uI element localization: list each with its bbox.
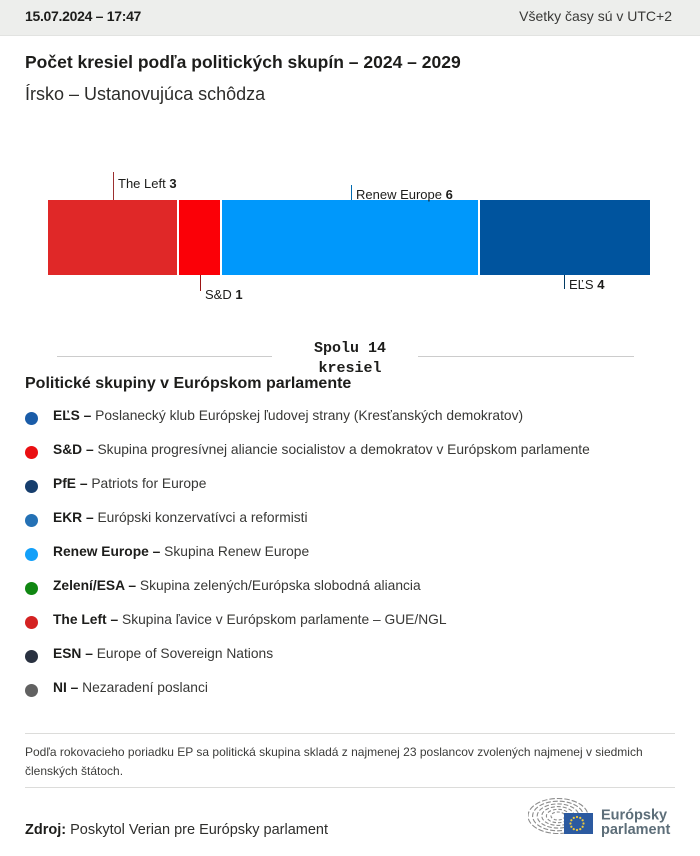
- svg-text:parlament: parlament: [601, 822, 670, 838]
- svg-text:Európsky: Európsky: [601, 808, 667, 824]
